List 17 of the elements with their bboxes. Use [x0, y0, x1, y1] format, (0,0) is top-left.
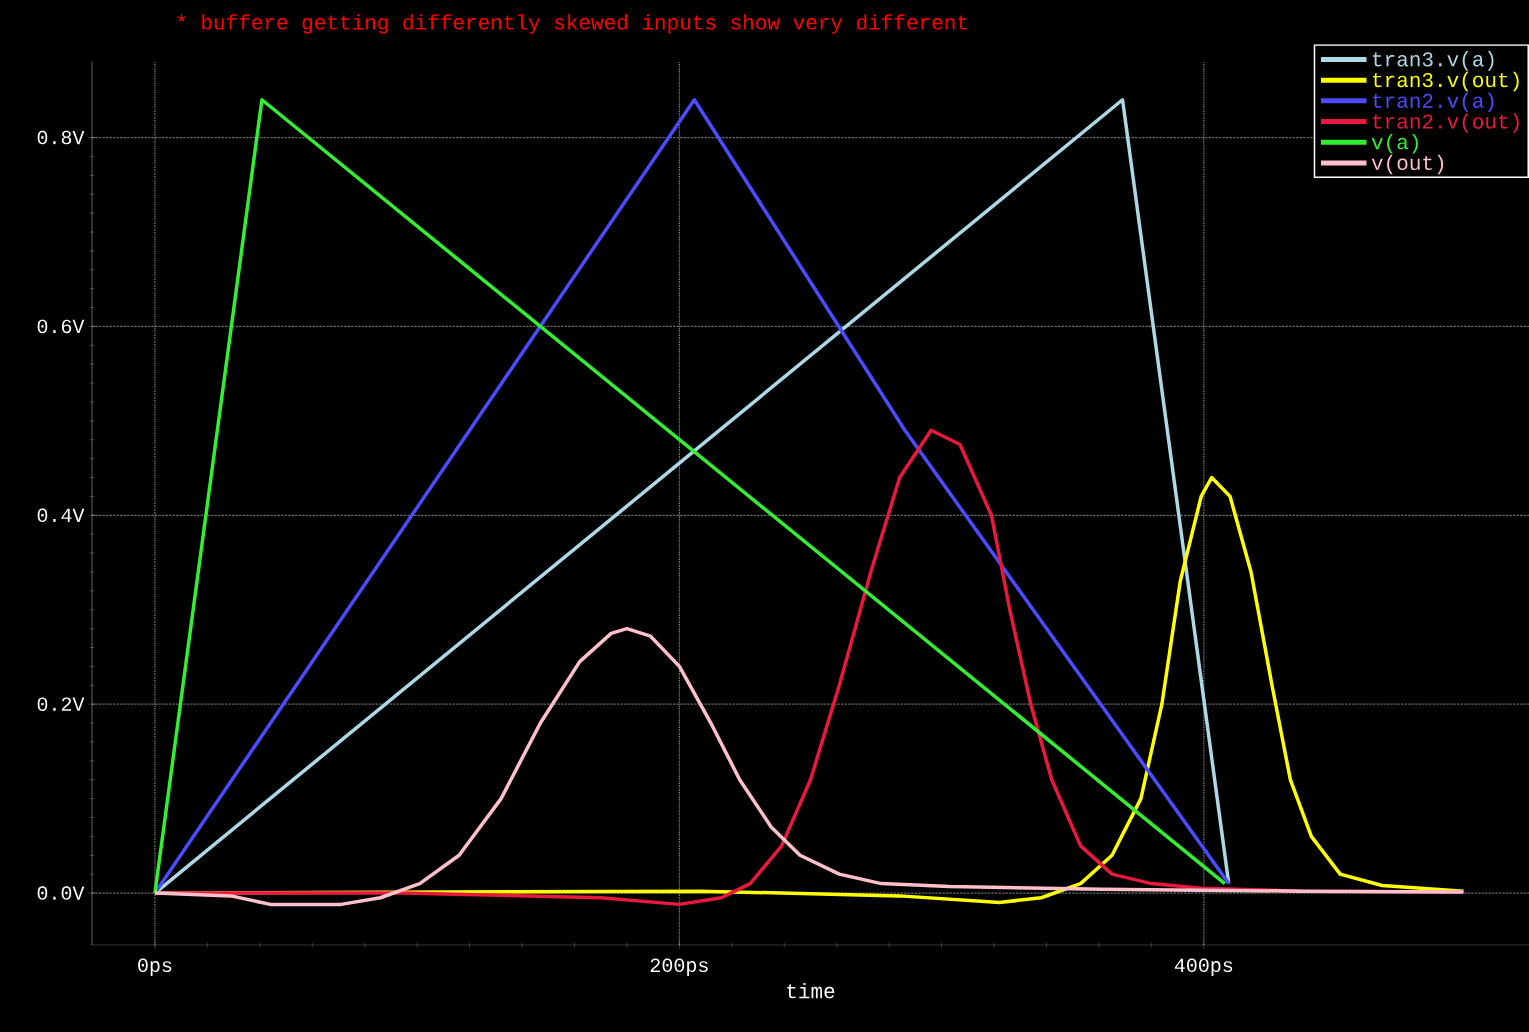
- y-tick-label: 0.4V: [37, 508, 85, 523]
- legend-label: v(a): [1371, 133, 1418, 154]
- legend-label: tran2.v(a): [1372, 92, 1494, 113]
- x-axis-title: time: [787, 982, 835, 999]
- y-tick-label: 0.2V: [37, 697, 85, 711]
- y-tick-label: 0.8V: [37, 130, 85, 145]
- x-tick-label: 400ps: [1174, 958, 1233, 977]
- legend-label: tran2.v(out): [1372, 113, 1519, 133]
- x-tick-label: 200ps: [650, 958, 708, 977]
- line-series: [153, 626, 1466, 907]
- x-tick-label: 0ps: [138, 958, 172, 977]
- chart-subtitle: * buffere getting differently skewed inputs show very different: [177, 14, 967, 34]
- y-tick-label: 0.6V: [37, 319, 85, 334]
- legend-label: tran3.v(a): [1372, 51, 1494, 71]
- legend-label: v(out): [1371, 154, 1444, 175]
- y-tick-label: 0.0V: [37, 886, 85, 900]
- legend-label: tran3.v(out): [1372, 71, 1519, 92]
